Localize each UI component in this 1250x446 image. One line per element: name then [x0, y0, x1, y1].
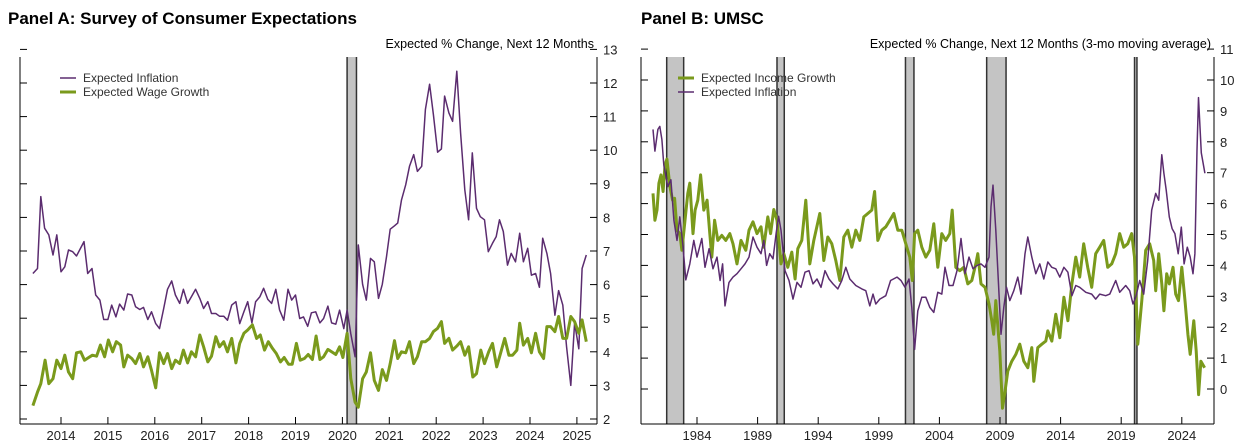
y-tick-label: 8	[603, 210, 610, 225]
y-tick-label: 0	[1220, 382, 1227, 397]
x-tick-label: 2009	[986, 428, 1015, 443]
legend-label: Expected Income Growth	[701, 71, 836, 85]
panel-a-title: Panel A: Survey of Consumer Expectations	[8, 9, 357, 28]
y-tick-label: 11	[603, 110, 617, 125]
recession-shading	[776, 57, 785, 424]
series-line-expected-inflation	[32, 70, 588, 387]
x-tick-label: 1994	[804, 428, 833, 443]
x-tick-label: 2016	[140, 428, 169, 443]
y-tick-label: 1	[1220, 351, 1227, 366]
y-tick-label: 3	[1220, 289, 1227, 304]
legend-label: Expected Inflation	[83, 71, 178, 85]
x-tick-label: 2004	[925, 428, 954, 443]
series-line-expected-wage-growth	[31, 315, 588, 409]
y-tick-label: 6	[603, 278, 610, 293]
panel-b: Panel B: UMSC Expected % Change, Next 12…	[640, 9, 1234, 443]
series-line-expected-income-growth	[651, 157, 1206, 410]
y-tick-label: 10	[1220, 73, 1234, 88]
x-tick-label: 2022	[422, 428, 451, 443]
recession-shading	[1134, 57, 1137, 424]
y-tick-label: 7	[1220, 166, 1227, 181]
x-tick-label: 2025	[562, 428, 591, 443]
y-tick-label: 13	[603, 42, 617, 57]
x-tick-label: 2024	[1167, 428, 1196, 443]
x-tick-label: 2018	[234, 428, 263, 443]
y-tick-label: 7	[603, 244, 610, 259]
y-tick-label: 4	[1220, 258, 1227, 273]
y-tick-label: 3	[603, 378, 610, 393]
x-tick-label: 1984	[683, 428, 712, 443]
y-tick-label: 5	[1220, 228, 1227, 243]
y-tick-label: 9	[603, 177, 610, 192]
x-tick-label: 2014	[47, 428, 76, 443]
x-tick-label: 2015	[93, 428, 122, 443]
y-tick-label: 9	[1220, 104, 1227, 119]
x-tick-label: 2023	[469, 428, 498, 443]
x-tick-label: 2020	[328, 428, 357, 443]
x-tick-label: 2019	[281, 428, 310, 443]
series-line-expected-inflation	[652, 96, 1206, 351]
x-tick-label: 2017	[187, 428, 216, 443]
y-tick-label: 10	[603, 143, 617, 158]
legend-label: Expected Wage Growth	[83, 85, 209, 99]
y-tick-label: 5	[603, 311, 610, 326]
panel-b-title: Panel B: UMSC	[641, 9, 764, 28]
x-tick-label: 2019	[1107, 428, 1136, 443]
x-tick-label: 1999	[864, 428, 893, 443]
x-tick-label: 2024	[516, 428, 545, 443]
y-tick-label: 4	[603, 345, 610, 360]
y-tick-label: 8	[1220, 135, 1227, 150]
recession-shading	[347, 57, 357, 424]
y-tick-label: 6	[1220, 197, 1227, 212]
y-tick-label: 11	[1220, 42, 1234, 57]
y-tick-label: 2	[603, 412, 610, 427]
panel-a-subtitle: Expected % Change, Next 12 Months	[386, 37, 594, 51]
x-tick-label: 2021	[375, 428, 404, 443]
panel-b-subtitle: Expected % Change, Next 12 Months (3-mo …	[870, 37, 1211, 51]
x-tick-label: 2014	[1046, 428, 1075, 443]
recession-shading	[666, 57, 684, 424]
recession-shading	[905, 57, 914, 424]
legend-label: Expected Inflation	[701, 85, 796, 99]
panel-a: Panel A: Survey of Consumer Expectations…	[8, 9, 617, 443]
y-tick-label: 12	[603, 76, 617, 91]
y-tick-label: 2	[1220, 320, 1227, 335]
x-tick-label: 1989	[743, 428, 772, 443]
